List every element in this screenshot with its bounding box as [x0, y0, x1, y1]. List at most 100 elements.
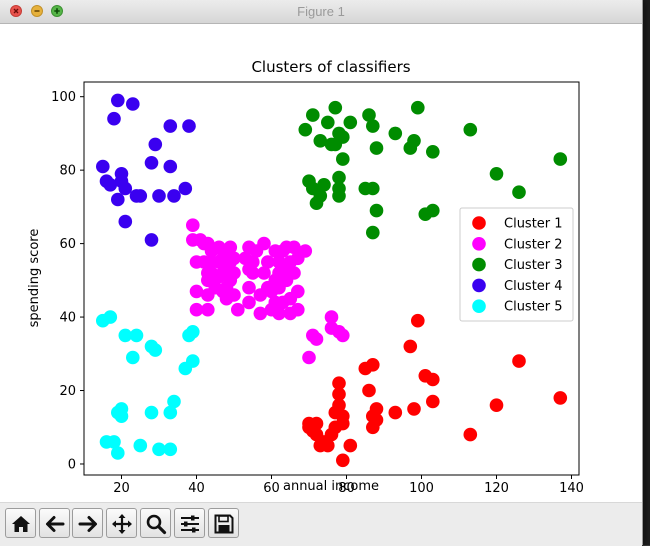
zoom-icon[interactable] [51, 5, 63, 17]
home-button[interactable] [5, 508, 36, 538]
forward-arrow-icon [78, 516, 97, 532]
legend-marker [472, 299, 486, 314]
cluster-1-point [426, 394, 440, 409]
cluster-1-point [362, 383, 376, 398]
forward-button[interactable] [72, 508, 103, 538]
figure-canvas[interactable]: Clusters of classifiers 20 40 60 80 100 120 14… [0, 24, 642, 502]
cluster-4-point [107, 111, 121, 126]
cluster-4-point [114, 167, 129, 181]
cluster-1-point [366, 358, 380, 372]
legend-marker [472, 278, 486, 293]
cluster-1-point [388, 405, 403, 420]
cluster-4-point [163, 119, 178, 133]
pan-button[interactable] [106, 508, 137, 538]
legend-marker [472, 216, 486, 230]
cluster-2-point [302, 350, 316, 365]
cluster-4-point [178, 181, 193, 196]
cluster-4-point [133, 189, 148, 203]
legend: Cluster 1 Cluster 2 Cluster 3 Cluster 4 Clus… [459, 207, 574, 322]
cluster-5-point [129, 328, 144, 343]
title-bar[interactable]: Figure 1 [0, 0, 642, 24]
zoom-button[interactable] [140, 508, 171, 538]
navigation-toolbar [0, 502, 642, 546]
cluster-4-point [182, 119, 196, 133]
cluster-5-point [144, 405, 159, 420]
window-title: Figure 1 [297, 4, 345, 19]
cluster-2-point [291, 284, 305, 299]
x-tick-label: 20 [113, 481, 130, 496]
cluster-2-point [189, 302, 204, 317]
cluster-4-point [111, 93, 125, 108]
scatter-chart[interactable]: Clusters of classifiers 20 40 60 80 100 120 14… [0, 24, 642, 502]
legend-label: Cluster 4 [504, 279, 563, 294]
cluster-4-point [118, 214, 133, 229]
cluster-3-point [336, 130, 350, 144]
cluster-3-point [317, 178, 331, 192]
x-tick-label: 140 [559, 481, 584, 496]
cluster-3-point [366, 119, 380, 133]
save-button[interactable] [208, 508, 239, 538]
x-tick-label: 120 [484, 481, 509, 496]
configure-subplots-button[interactable] [174, 508, 205, 538]
cluster-4-point [144, 233, 159, 247]
cluster-3-point [512, 185, 526, 199]
cluster-3-point [313, 189, 328, 203]
cluster-4-point [144, 156, 159, 170]
axes-frame [83, 81, 580, 476]
cluster-3-point [332, 189, 346, 203]
cluster-5-point [126, 350, 140, 365]
cluster-4-point [126, 97, 140, 111]
cluster-4-point [148, 137, 163, 152]
cluster-3-point [489, 167, 504, 181]
cluster-3-point [366, 225, 380, 240]
cluster-3-point [328, 100, 343, 115]
cluster-5-point [163, 442, 178, 457]
cluster-5-point [107, 435, 121, 449]
cluster-2-point [309, 332, 324, 346]
cluster-3-point [407, 134, 421, 148]
chart-title: Clusters of classifiers [251, 58, 410, 76]
cluster-2-point [227, 288, 241, 302]
y-tick-label: 60 [59, 237, 76, 252]
cluster-5-point [118, 328, 133, 343]
cluster-3-point [369, 141, 384, 155]
cluster-2-point [272, 306, 286, 321]
cluster-3-point [553, 152, 568, 166]
cluster-2-point [261, 255, 275, 269]
cluster-1-point [369, 413, 384, 427]
close-icon[interactable] [10, 5, 22, 17]
legend-marker [472, 237, 486, 251]
cluster-3-point [369, 203, 384, 218]
y-tick-label: 20 [59, 384, 76, 399]
cluster-5-point [133, 438, 148, 453]
cluster-3-point [306, 108, 320, 122]
cluster-1-point [411, 313, 425, 328]
cluster-2-point [186, 218, 200, 232]
cluster-3-point [426, 145, 440, 159]
cluster-2-point [246, 266, 260, 280]
cluster-2-point [242, 295, 256, 310]
cluster-5-point [148, 343, 163, 357]
back-button[interactable] [39, 508, 70, 538]
cluster-1-point [332, 376, 346, 391]
cluster-1-point [336, 453, 350, 468]
cluster-3-point [313, 134, 328, 148]
cluster-3-point [388, 126, 403, 141]
cluster-3-point [343, 115, 358, 130]
cluster-1-point [336, 416, 350, 431]
cluster-3-point [411, 100, 425, 115]
background-terminal-edge [643, 0, 650, 545]
y-tick-label: 80 [59, 164, 76, 179]
minimize-icon[interactable] [31, 5, 43, 17]
legend-label: Cluster 5 [504, 300, 563, 315]
x-tick-label: 60 [263, 481, 280, 496]
x-tick-label: 80 [338, 481, 355, 496]
cluster-1-point [512, 354, 526, 368]
cluster-1-point [403, 339, 418, 354]
cluster-3-point [366, 181, 380, 196]
cluster-1-point [489, 398, 504, 413]
cluster-5-point [163, 405, 178, 420]
cluster-3-point [298, 122, 313, 137]
y-tick-label: 100 [51, 90, 76, 105]
